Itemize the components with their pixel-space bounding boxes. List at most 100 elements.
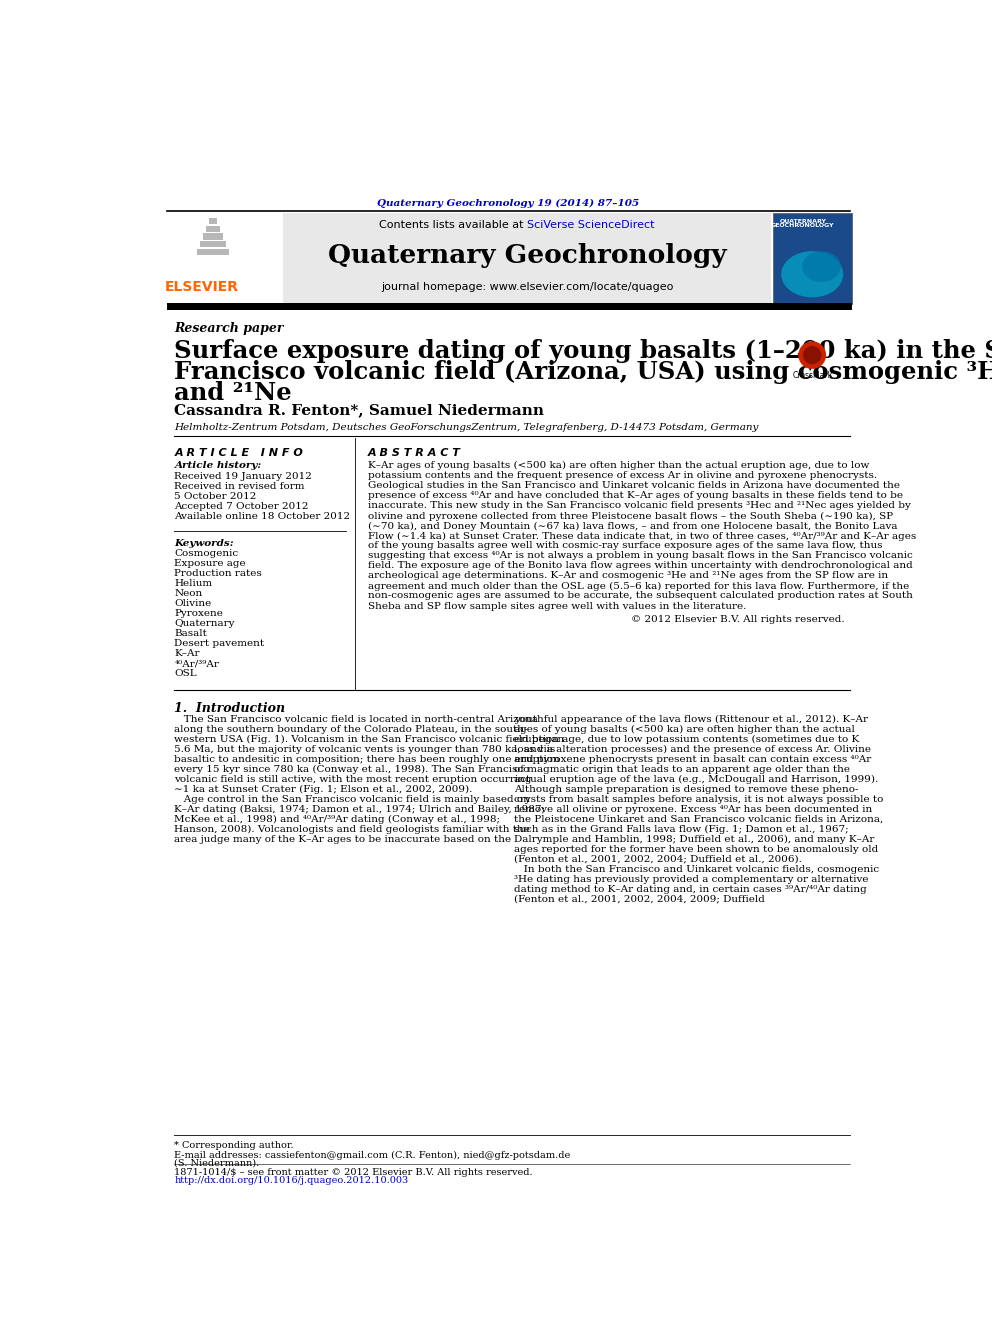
Text: remove all olivine or pyroxene. Excess ⁴⁰Ar has been documented in: remove all olivine or pyroxene. Excess ⁴…: [514, 804, 872, 814]
Text: CrossMark: CrossMark: [793, 372, 832, 380]
Text: Sheba and SP flow sample sites agree well with values in the literature.: Sheba and SP flow sample sites agree wel…: [368, 602, 747, 610]
Circle shape: [804, 347, 820, 364]
Text: Research paper: Research paper: [175, 321, 284, 335]
Bar: [200, 241, 226, 247]
Text: ages of young basalts (<500 ka) are often higher than the actual: ages of young basalts (<500 ka) are ofte…: [514, 725, 855, 734]
Text: Neon: Neon: [175, 589, 202, 598]
Bar: [203, 233, 223, 239]
Text: Hanson, 2008). Volcanologists and field geologists familiar with the: Hanson, 2008). Volcanologists and field …: [175, 824, 531, 833]
Text: Francisco volcanic field (Arizona, USA) using cosmogenic ³He: Francisco volcanic field (Arizona, USA) …: [175, 360, 992, 384]
Bar: [167, 213, 282, 303]
Text: ELSEVIER: ELSEVIER: [165, 280, 238, 295]
Text: Available online 18 October 2012: Available online 18 October 2012: [175, 512, 350, 521]
Text: field. The exposure age of the Bonito lava flow agrees within uncertainty with d: field. The exposure age of the Bonito la…: [368, 561, 913, 570]
Bar: [209, 218, 217, 224]
Text: journal homepage: www.elsevier.com/locate/quageo: journal homepage: www.elsevier.com/locat…: [381, 282, 674, 292]
Text: agreement and much older than the OSL age (5.5–6 ka) reported for this lava flow: agreement and much older than the OSL ag…: [368, 582, 910, 590]
Bar: [206, 226, 220, 232]
Text: area judge many of the K–Ar ages to be inaccurate based on the: area judge many of the K–Ar ages to be i…: [175, 835, 512, 844]
Text: non-cosmogenic ages are assumed to be accurate, the subsequent calculated produc: non-cosmogenic ages are assumed to be ac…: [368, 591, 913, 601]
Text: A R T I C L E   I N F O: A R T I C L E I N F O: [175, 447, 304, 458]
Text: Pyroxene: Pyroxene: [175, 609, 223, 618]
Text: Received in revised form: Received in revised form: [175, 482, 305, 491]
Text: of magmatic origin that leads to an apparent age older than the: of magmatic origin that leads to an appa…: [514, 765, 850, 774]
Text: inaccurate. This new study in the San Francisco volcanic field presents ³Heᴄ and: inaccurate. This new study in the San Fr…: [368, 501, 911, 511]
Text: Cosmogenic: Cosmogenic: [175, 549, 238, 558]
Text: actual eruption age of the lava (e.g., McDougall and Harrison, 1999).: actual eruption age of the lava (e.g., M…: [514, 775, 878, 785]
Text: (∼70 ka), and Doney Mountain (∼67 ka) lava flows, – and from one Holocene basalt: (∼70 ka), and Doney Mountain (∼67 ka) la…: [368, 521, 898, 531]
Text: and pyroxene phenocrysts present in basalt can contain excess ⁴⁰Ar: and pyroxene phenocrysts present in basa…: [514, 754, 871, 763]
Text: (Fenton et al., 2001, 2002, 2004; Duffield et al., 2006).: (Fenton et al., 2001, 2002, 2004; Duffie…: [514, 855, 802, 864]
Text: SciVerse ScienceDirect: SciVerse ScienceDirect: [527, 221, 655, 230]
Text: OSL: OSL: [175, 669, 197, 679]
Text: K–Ar dating (Baksi, 1974; Damon et al., 1974; Ulrich and Bailey, 1987;: K–Ar dating (Baksi, 1974; Damon et al., …: [175, 804, 546, 814]
Text: Basalt: Basalt: [175, 630, 207, 638]
Text: Geological studies in the San Francisco and Uinkaret volcanic fields in Arizona : Geological studies in the San Francisco …: [368, 482, 900, 491]
Text: Keywords:: Keywords:: [175, 540, 234, 548]
Text: Quaternary Geochronology: Quaternary Geochronology: [327, 243, 726, 269]
Text: 5 October 2012: 5 October 2012: [175, 492, 257, 501]
Text: Helmholtz-Zentrum Potsdam, Deutsches GeoForschungsZentrum, Telegrafenberg, D-144: Helmholtz-Zentrum Potsdam, Deutsches Geo…: [175, 423, 759, 431]
Text: * Corresponding author.: * Corresponding author.: [175, 1142, 294, 1150]
Text: western USA (Fig. 1). Volcanism in the San Francisco volcanic field began: western USA (Fig. 1). Volcanism in the S…: [175, 734, 564, 744]
Text: ∼1 ka at Sunset Crater (Fig. 1; Elson et al., 2002, 2009).: ∼1 ka at Sunset Crater (Fig. 1; Elson et…: [175, 785, 473, 794]
Text: Surface exposure dating of young basalts (1–200 ka) in the San: Surface exposure dating of young basalts…: [175, 339, 992, 363]
Text: Dalrymple and Hamblin, 1998; Duffield et al., 2006), and many K–Ar: Dalrymple and Hamblin, 1998; Duffield et…: [514, 835, 874, 844]
Text: Received 19 January 2012: Received 19 January 2012: [175, 472, 312, 482]
Text: loss via alteration processes) and the presence of excess Ar. Olivine: loss via alteration processes) and the p…: [514, 745, 871, 754]
Text: Desert pavement: Desert pavement: [175, 639, 265, 648]
Bar: [283, 213, 771, 303]
Text: every 15 kyr since 780 ka (Conway et al., 1998). The San Francisco: every 15 kyr since 780 ka (Conway et al.…: [175, 765, 530, 774]
Text: 5.6 Ma, but the majority of volcanic vents is younger than 780 ka, and is: 5.6 Ma, but the majority of volcanic ven…: [175, 745, 556, 754]
Text: A B S T R A C T: A B S T R A C T: [368, 447, 461, 458]
Bar: [167, 303, 852, 310]
Text: Although sample preparation is designed to remove these pheno-: Although sample preparation is designed …: [514, 785, 858, 794]
Text: Helium: Helium: [175, 579, 212, 589]
Text: the Pleistocene Uinkaret and San Francisco volcanic fields in Arizona,: the Pleistocene Uinkaret and San Francis…: [514, 815, 883, 824]
Text: ⁴⁰Ar/³⁹Ar: ⁴⁰Ar/³⁹Ar: [175, 659, 219, 668]
Text: olivine and pyroxene collected from three Pleistocene basalt flows – the South S: olivine and pyroxene collected from thre…: [368, 512, 893, 520]
Text: Cassandra R. Fenton*, Samuel Niedermann: Cassandra R. Fenton*, Samuel Niedermann: [175, 404, 545, 418]
Text: along the southern boundary of the Colorado Plateau, in the south-: along the southern boundary of the Color…: [175, 725, 528, 734]
Text: of the young basalts agree well with cosmic-ray surface exposure ages of the sam: of the young basalts agree well with cos…: [368, 541, 883, 550]
Text: 1.  Introduction: 1. Introduction: [175, 701, 286, 714]
Text: eruption age, due to low potassium contents (sometimes due to K: eruption age, due to low potassium conte…: [514, 734, 859, 744]
Text: © 2012 Elsevier B.V. All rights reserved.: © 2012 Elsevier B.V. All rights reserved…: [631, 615, 845, 624]
Ellipse shape: [803, 251, 841, 282]
Text: potassium contents and the frequent presence of excess Ar in olivine and pyroxen: potassium contents and the frequent pres…: [368, 471, 877, 480]
Text: Accepted 7 October 2012: Accepted 7 October 2012: [175, 503, 309, 511]
Text: McKee et al., 1998) and ⁴⁰Ar/³⁹Ar dating (Conway et al., 1998;: McKee et al., 1998) and ⁴⁰Ar/³⁹Ar dating…: [175, 815, 500, 824]
Text: ³He dating has previously provided a complementary or alternative: ³He dating has previously provided a com…: [514, 875, 868, 884]
Text: http://dx.doi.org/10.1016/j.quageo.2012.10.003: http://dx.doi.org/10.1016/j.quageo.2012.…: [175, 1176, 409, 1185]
Text: Flow (∼1.4 ka) at Sunset Crater. These data indicate that, in two of three cases: Flow (∼1.4 ka) at Sunset Crater. These d…: [368, 532, 917, 541]
Text: (S. Niedermann).: (S. Niedermann).: [175, 1159, 260, 1168]
Text: Quaternary Geochronology 19 (2014) 87–105: Quaternary Geochronology 19 (2014) 87–10…: [377, 198, 640, 208]
Text: QUATERNARY: QUATERNARY: [780, 218, 826, 224]
Bar: [196, 249, 229, 255]
Text: Exposure age: Exposure age: [175, 560, 246, 568]
Text: In both the San Francisco and Uinkaret volcanic fields, cosmogenic: In both the San Francisco and Uinkaret v…: [514, 865, 879, 875]
Text: Quaternary: Quaternary: [175, 619, 235, 628]
Text: (Fenton et al., 2001, 2002, 2004, 2009; Duffield: (Fenton et al., 2001, 2002, 2004, 2009; …: [514, 894, 765, 904]
Text: Age control in the San Francisco volcanic field is mainly based on: Age control in the San Francisco volcani…: [175, 795, 531, 804]
Text: archeological age determinations. K–Ar and cosmogenic ³He and ²¹Ne ages from the: archeological age determinations. K–Ar a…: [368, 572, 888, 581]
Text: Olivine: Olivine: [175, 599, 211, 609]
Text: 1871-1014/$ – see front matter © 2012 Elsevier B.V. All rights reserved.: 1871-1014/$ – see front matter © 2012 El…: [175, 1168, 533, 1177]
Text: youthful appearance of the lava flows (Rittenour et al., 2012). K–Ar: youthful appearance of the lava flows (R…: [514, 714, 868, 724]
Circle shape: [799, 343, 825, 368]
Text: presence of excess ⁴⁰Ar and have concluded that K–Ar ages of young basalts in th: presence of excess ⁴⁰Ar and have conclud…: [368, 491, 903, 500]
Ellipse shape: [782, 251, 843, 298]
Text: Production rates: Production rates: [175, 569, 262, 578]
Text: and ²¹Ne: and ²¹Ne: [175, 381, 292, 405]
Text: The San Francisco volcanic field is located in north-central Arizona: The San Francisco volcanic field is loca…: [175, 714, 539, 724]
Text: K–Ar ages of young basalts (<500 ka) are often higher than the actual eruption a: K–Ar ages of young basalts (<500 ka) are…: [368, 462, 870, 471]
Text: such as in the Grand Falls lava flow (Fig. 1; Damon et al., 1967;: such as in the Grand Falls lava flow (Fi…: [514, 824, 848, 833]
Text: crysts from basalt samples before analysis, it is not always possible to: crysts from basalt samples before analys…: [514, 795, 883, 804]
Text: Article history:: Article history:: [175, 462, 262, 471]
Text: Contents lists available at: Contents lists available at: [379, 221, 527, 230]
Text: K–Ar: K–Ar: [175, 650, 199, 659]
Text: E-mail addresses: cassiefenton@gmail.com (C.R. Fenton), nied@gfz-potsdam.de: E-mail addresses: cassiefenton@gmail.com…: [175, 1151, 570, 1160]
Text: volcanic field is still active, with the most recent eruption occurring: volcanic field is still active, with the…: [175, 775, 532, 783]
Text: suggesting that excess ⁴⁰Ar is not always a problem in young basalt flows in the: suggesting that excess ⁴⁰Ar is not alway…: [368, 552, 913, 561]
Text: ages reported for the former have been shown to be anomalously old: ages reported for the former have been s…: [514, 845, 878, 853]
